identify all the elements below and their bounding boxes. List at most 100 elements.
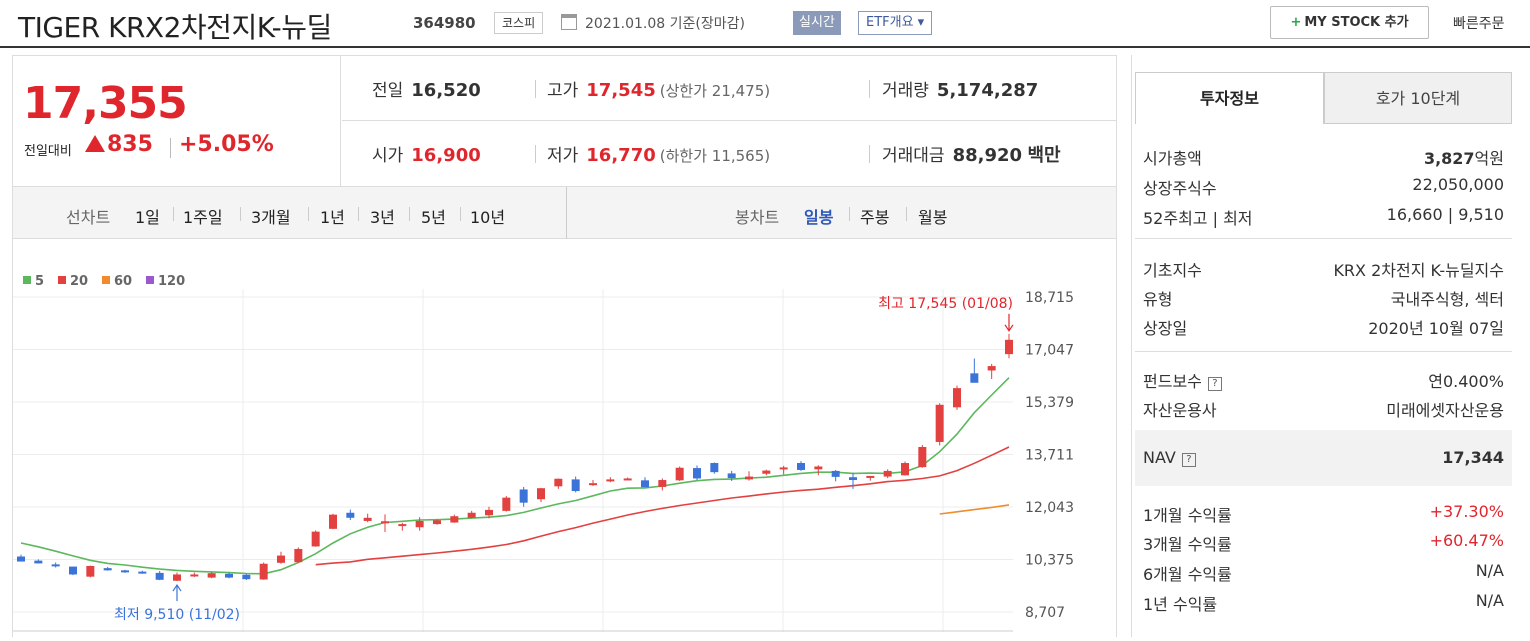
- up-triangle-icon: [85, 135, 105, 152]
- return-3m-row: 3개월 수익률 +60.47%: [1135, 527, 1512, 555]
- candle-body: [935, 404, 944, 442]
- listing-date-value: 2020년 10월 07일: [1368, 319, 1504, 338]
- stats-row: 시가 16,900 저가 16,770 (하한가 11,565) 거래대금 88,920…: [342, 121, 1116, 186]
- return-1y-value: N/A: [1475, 591, 1504, 610]
- candle-body: [259, 563, 268, 580]
- divider: [409, 207, 410, 221]
- return-6m-value: N/A: [1475, 561, 1504, 580]
- divider: [566, 187, 567, 239]
- listing-date-row: 상장일 2020년 10월 07일: [1135, 311, 1512, 339]
- etf-overview-dropdown[interactable]: ETF개요 ▾: [858, 11, 933, 35]
- base-index-value: KRX 2차전지 K-뉴딜지수: [1333, 261, 1504, 280]
- return-6m-label: 6개월 수익률: [1143, 565, 1232, 584]
- period-daily[interactable]: 일봉: [804, 208, 834, 227]
- volume: 거래량 5,174,287: [882, 76, 1038, 101]
- return-1m-row: 1개월 수익률 +37.30%: [1135, 498, 1512, 526]
- prev-close-label: 전일: [372, 81, 404, 101]
- candle-body: [381, 521, 389, 524]
- candle-body: [1005, 339, 1013, 355]
- divider: [535, 145, 536, 163]
- price-change-value: 835: [107, 132, 153, 157]
- candle-body: [537, 488, 545, 500]
- candlestick-chart[interactable]: 18,715 17,047 15,379 13,711 12,043 10,375 8,70…: [12, 239, 1117, 637]
- candle-body: [970, 373, 979, 383]
- plus-icon: +: [1290, 15, 1302, 30]
- tab-investment-info[interactable]: 투자정보: [1135, 72, 1324, 124]
- divider: [869, 145, 870, 163]
- trade-amount: 거래대금 88,920 백만: [882, 141, 1061, 167]
- price-summary: 17,355 전일대비 835 +5.05% 전일 16,520 고가 17,545…: [12, 55, 1117, 187]
- candle-body: [311, 531, 320, 547]
- period-10y[interactable]: 10년: [470, 208, 506, 227]
- period-weekly[interactable]: 주봉: [860, 208, 890, 227]
- market-badge: 코스피: [494, 12, 544, 34]
- high-price: 고가 17,545 (상한가 21,475): [547, 76, 770, 101]
- max-annotation: 최고 17,545 (01/08): [878, 296, 1013, 312]
- candle-body: [155, 572, 164, 580]
- fund-fee-label: 펀드보수: [1143, 372, 1202, 391]
- candle-body: [242, 574, 251, 580]
- chart-canvas: 18,715 17,047 15,379 13,711 12,043 10,375 8,70…: [13, 274, 1074, 632]
- return-1m-label: 1개월 수익률: [1143, 506, 1232, 525]
- divider: [358, 207, 359, 221]
- divider: [1135, 351, 1512, 352]
- y-tick-label: 8,707: [1025, 605, 1065, 621]
- quick-order-link[interactable]: 빠른주문: [1453, 16, 1505, 32]
- tab-orderbook[interactable]: 호가 10단계: [1324, 72, 1512, 124]
- legend-label: 120: [158, 274, 185, 289]
- high-value: 17,545: [586, 80, 656, 101]
- candle-body: [294, 548, 303, 563]
- return-3m-label: 3개월 수익률: [1143, 535, 1232, 554]
- week52-label: 52주최고 | 최저: [1143, 209, 1253, 228]
- open-price: 시가 16,900: [372, 141, 481, 166]
- candle-body: [34, 560, 43, 564]
- market-cap-unit: 억원: [1474, 149, 1504, 168]
- help-icon[interactable]: ?: [1181, 453, 1196, 467]
- period-1d[interactable]: 1일: [135, 208, 160, 227]
- type-value: 국내주식형, 섹터: [1390, 290, 1504, 309]
- asset-manager-value: 미래에셋자산운용: [1386, 401, 1504, 420]
- amount-value: 88,920: [952, 145, 1023, 166]
- candle-body: [519, 489, 528, 503]
- prev-close: 전일 16,520: [372, 76, 481, 101]
- price-change-pct: +5.05%: [179, 132, 274, 157]
- candle-body: [762, 470, 771, 474]
- price-change: 835: [85, 132, 153, 157]
- nav-label: NAV: [1143, 448, 1176, 467]
- period-1w[interactable]: 1주일: [183, 208, 223, 227]
- candle-body: [745, 476, 753, 480]
- help-icon[interactable]: ?: [1207, 377, 1222, 391]
- base-date: 2021.01.08 기준(장마감): [585, 16, 745, 32]
- candle-body: [207, 573, 216, 578]
- return-6m-row: 6개월 수익률 N/A: [1135, 557, 1512, 585]
- period-3m[interactable]: 3개월: [251, 208, 291, 227]
- page-title: TIGER KRX2차전지K-뉴딜: [18, 11, 332, 44]
- type-row: 유형 국내주식형, 섹터: [1135, 282, 1512, 310]
- period-3y[interactable]: 3년: [370, 208, 395, 227]
- investment-info-panel: 투자정보 호가 10단계 시가총액 3,827억원 상장주식수 22,050,0…: [1131, 55, 1520, 637]
- my-stock-add-button[interactable]: + MY STOCK 추가: [1270, 6, 1429, 39]
- return-1y-label: 1년 수익률: [1143, 595, 1218, 614]
- y-tick-label: 10,375: [1025, 553, 1074, 569]
- nav-label-wrap: NAV?: [1143, 448, 1196, 467]
- asset-manager-row: 자산운용사 미래에셋자산운용: [1135, 393, 1512, 421]
- ma5-line: [20, 377, 1010, 575]
- candle-body: [103, 568, 112, 571]
- type-label: 유형: [1143, 290, 1173, 309]
- period-1y[interactable]: 1년: [320, 208, 345, 227]
- candle-body: [883, 470, 892, 477]
- divider: [460, 207, 461, 221]
- stock-code: 364980: [413, 14, 476, 32]
- week52-row: 52주최고 | 최저 16,660 | 9,510: [1135, 201, 1512, 229]
- candle-body: [571, 479, 580, 492]
- prev-close-value: 16,520: [411, 80, 481, 101]
- candle-body: [225, 573, 233, 578]
- open-label: 시가: [372, 146, 404, 166]
- candle-body: [866, 475, 875, 478]
- candle-body: [641, 480, 649, 488]
- period-5y[interactable]: 5년: [421, 208, 446, 227]
- candle-body: [623, 478, 632, 481]
- period-monthly[interactable]: 월봉: [918, 208, 948, 227]
- realtime-button[interactable]: 실시간: [793, 11, 841, 35]
- legend-label: 5: [35, 274, 44, 289]
